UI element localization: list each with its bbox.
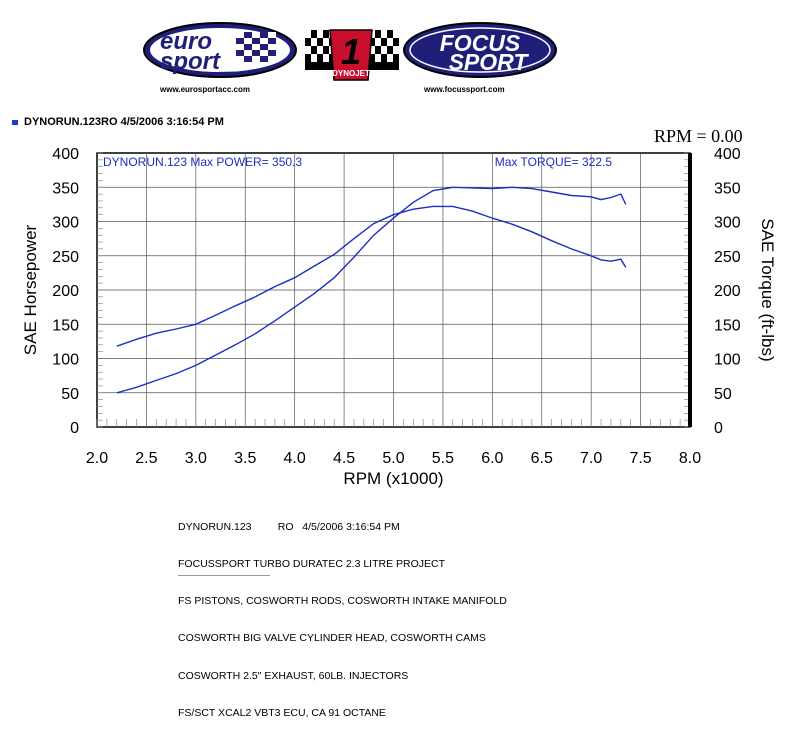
- x-tick-label: 6.0: [481, 450, 503, 467]
- horsepower-line: [116, 186, 627, 394]
- x-tick-label: 8.0: [679, 450, 701, 467]
- x-tick-label: 2.5: [135, 450, 157, 467]
- y-right-tick-label: 300: [714, 215, 741, 232]
- note-line: DYNORUN.123 RO 4/5/2006 3:16:54 PM: [178, 520, 400, 533]
- eurosport-sub: ACCESSORIES INC: [218, 70, 255, 75]
- torque-line: [116, 205, 627, 347]
- y-tick-label: 350: [52, 180, 79, 197]
- y-right-tick-label: 150: [714, 317, 741, 334]
- focussport-logo: FOCUS SPORT www.focussport.com: [403, 22, 557, 94]
- y-axis-label: SAE Horsepower: [21, 224, 40, 355]
- x-tick-label: 3.0: [185, 450, 207, 467]
- y-right-tick-label: 400: [714, 146, 741, 163]
- note-line: COSWORTH 2.5" EXHAUST, 60LB. INJECTORS: [178, 669, 409, 682]
- x-tick-label: 5.0: [382, 450, 404, 467]
- x-tick-label: 3.5: [234, 450, 256, 467]
- eurosport-logo: euro sport ACCESSORIES INC www.eurosport…: [143, 22, 297, 94]
- x-tick-label: 5.5: [432, 450, 454, 467]
- run-header: DYNORUN.123RO 4/5/2006 3:16:54 PM: [12, 116, 224, 128]
- notes-divider: [178, 575, 270, 576]
- checkered-flag-icon: [236, 32, 276, 62]
- dynojet-word: DYNOJET: [332, 69, 370, 78]
- y-tick-label: 0: [70, 420, 79, 437]
- y-right-tick-label: 100: [714, 352, 741, 369]
- x-axis-label: RPM (x1000): [343, 469, 443, 488]
- y-right-tick-label: 0: [714, 420, 723, 437]
- dynojet-logo: 1 DYNOJET: [303, 22, 401, 81]
- rpm-readout: RPM = 0.00: [654, 126, 743, 146]
- x-tick-label: 7.5: [629, 450, 651, 467]
- y-right-tick-label: 250: [714, 249, 741, 266]
- y-right-tick-label: 50: [714, 386, 732, 403]
- run-notes: DYNORUN.123 RO 4/5/2006 3:16:54 PM FOCUS…: [178, 496, 507, 732]
- sponsor-logos: euro sport ACCESSORIES INC www.eurosport…: [143, 22, 557, 94]
- x-tick-label: 4.5: [333, 450, 355, 467]
- run-info: DYNORUN.123RO 4/5/2006 3:16:54 PM: [24, 116, 224, 128]
- eurosport-word-1: euro: [160, 28, 212, 55]
- focussport-word-2: SPORT: [449, 49, 530, 75]
- y-tick-label: 250: [52, 249, 79, 266]
- y-tick-label: 400: [52, 146, 79, 163]
- dyno-chart: 2.0 2.5 3.0 3.5 4.0 4.5 5.0 5.5 6.0 6.5 7.0 7.5 8.0 0…: [21, 146, 777, 488]
- eurosport-url: www.eurosportacc.com: [159, 85, 250, 94]
- x-tick-label: 4.0: [284, 450, 306, 467]
- max-power-annotation: DYNORUN.123 Max POWER= 350.3: [103, 155, 302, 169]
- y-right-tick-label: 350: [714, 180, 741, 197]
- max-torque-annotation: Max TORQUE= 322.5: [495, 155, 613, 169]
- note-line: FS/SCT XCAL2 VBT3 ECU, CA 91 OCTANE: [178, 706, 386, 719]
- checkered-flag-icon: [305, 30, 399, 70]
- note-line: FS PISTONS, COSWORTH RODS, COSWORTH INTA…: [178, 595, 507, 608]
- y-tick-label: 150: [52, 317, 79, 334]
- x-tick-label: 2.0: [86, 450, 108, 467]
- y-tick-label: 300: [52, 215, 79, 232]
- y-tick-label: 50: [61, 386, 79, 403]
- dynojet-number: 1: [341, 31, 361, 72]
- note-line: FOCUSSPORT TURBO DURATEC 2.3 LITRE PROJE…: [178, 558, 446, 571]
- note-line: COSWORTH BIG VALVE CYLINDER HEAD, COSWOR…: [178, 632, 486, 645]
- focussport-word-1: FOCUS: [440, 30, 521, 56]
- focussport-url: www.focussport.com: [423, 85, 505, 94]
- y-tick-label: 100: [52, 352, 79, 369]
- y-tick-label: 200: [52, 283, 79, 300]
- eurosport-word-2: sport: [160, 48, 221, 75]
- y-right-axis-label: SAE Torque (ft-lbs): [758, 218, 777, 361]
- x-tick-label: 7.0: [580, 450, 602, 467]
- series-marker-icon: [12, 119, 18, 125]
- x-tick-label: 6.5: [531, 450, 553, 467]
- y-right-tick-label: 200: [714, 283, 741, 300]
